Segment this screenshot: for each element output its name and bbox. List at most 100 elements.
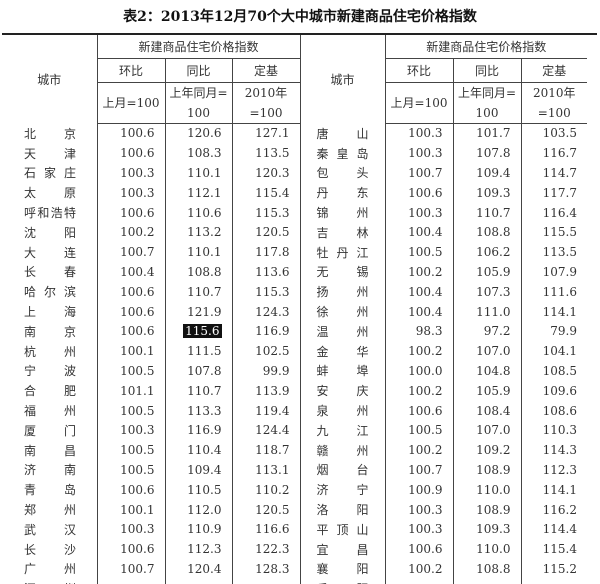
base-cell: 108.6 — [521, 401, 587, 421]
mom-cell: 100.3 — [97, 519, 166, 540]
city-cell: 锦州 — [300, 202, 386, 223]
index-value: 107.9 — [542, 264, 577, 279]
index-value: 115.3 — [255, 284, 290, 299]
header-base-right: 定基 — [521, 58, 587, 83]
base-cell: 128.3 — [232, 559, 301, 579]
yoy-cell: 108.9 — [453, 460, 522, 480]
index-value: 100.4 — [120, 264, 155, 279]
yoy-cell: 113.3 — [165, 400, 233, 421]
mom-cell: 100.6 — [97, 301, 166, 322]
city-cell: 牡丹江 — [300, 242, 386, 263]
yoy-cell: 105.9 — [453, 380, 522, 401]
mom-cell: 100.5 — [97, 361, 166, 381]
yoy-cell: 110.0 — [453, 539, 522, 560]
mom-cell: 100.7 — [97, 559, 166, 579]
mom-cell: 100.3 — [385, 519, 454, 540]
index-value: 100.9 — [408, 482, 443, 497]
yoy-cell: 109.3 — [453, 519, 522, 540]
index-value: 100.5 — [120, 403, 155, 418]
table-row: 呼和浩特 100.6 110.6 115.3 锦州 100.3 110.7 116.4 — [2, 202, 587, 223]
mom-cell: 100.5 — [385, 420, 454, 441]
index-value: 100.2 — [408, 344, 443, 359]
header-base: 定基 — [232, 58, 301, 83]
yoy-cell: 120.3 — [165, 578, 233, 584]
index-value: 107.8 — [187, 363, 222, 378]
index-value: 116.9 — [255, 324, 290, 339]
header-group: 新建商品住宅价格指数 — [97, 35, 301, 59]
mom-cell: 100.6 — [97, 123, 166, 144]
table-row: 济南 100.5 109.4 113.1 烟台 100.7 108.9 112.3 — [2, 460, 587, 480]
mom-cell: 100.4 — [385, 281, 454, 302]
city-cell: 安庆 — [300, 380, 386, 401]
price-index-table: 城市 新建商品住宅价格指数 城市 新建商品住宅价格指数 环比 同比 定基 环比 … — [2, 35, 587, 584]
yoy-cell: 107.8 — [453, 143, 522, 164]
base-cell: 115.5 — [521, 222, 587, 242]
base-cell: 115.4 — [232, 182, 301, 203]
city-name: 哈尔滨 — [24, 285, 76, 300]
yoy-cell: 97.2 — [453, 321, 522, 342]
index-value: 107.0 — [476, 344, 511, 359]
base-cell: 120.5 — [232, 222, 301, 243]
mom-cell: 100.3 — [385, 143, 454, 164]
city-cell: 济宁 — [300, 479, 386, 500]
city-cell: 徐州 — [300, 301, 386, 322]
yoy-cell: 120.6 — [165, 123, 233, 144]
mom-cell: 100.4 — [385, 222, 454, 243]
yoy-cell: 108.8 — [453, 559, 522, 579]
yoy-cell: 110.7 — [453, 202, 522, 223]
header-mom-right: 环比 — [385, 58, 454, 83]
mom-cell: 100.6 — [97, 281, 166, 302]
header-mom-sub: 上月=100 — [97, 82, 166, 124]
index-value: 100.5 — [120, 582, 154, 584]
base-cell: 124.4 — [232, 420, 301, 441]
index-value: 116.2 — [542, 502, 577, 517]
mom-cell: 100.7 — [385, 460, 454, 480]
mom-cell: 100.3 — [97, 420, 166, 441]
table-row: 哈尔滨 100.6 110.7 115.3 扬州 100.4 107.3 111.6 — [2, 281, 587, 302]
base-cell: 108.5 — [521, 361, 587, 381]
city-name: 石家庄 — [24, 166, 76, 181]
base-cell: 124.3 — [232, 301, 301, 322]
table-row: 上海 100.6 121.9 124.3 徐州 100.4 111.0 114.1 — [2, 301, 587, 322]
table-row: 南昌 100.5 110.4 118.7 赣州 100.2 109.2 114.3 — [2, 440, 587, 461]
header-yoy-sub: 上年同月= 100 — [165, 82, 233, 124]
city-name: 沈阳 — [24, 225, 76, 240]
city-name: 青岛 — [24, 483, 76, 498]
base-cell: 120.5 — [232, 499, 301, 520]
yoy-cell: 110.6 — [165, 202, 233, 223]
base-cell: 113.9 — [232, 380, 301, 401]
mom-cell: 100.2 — [97, 222, 166, 243]
mom-cell: 98.3 — [385, 321, 454, 342]
index-value: 120.5 — [255, 502, 290, 517]
mom-cell: 101.1 — [97, 380, 166, 401]
index-value: 110.6 — [187, 205, 222, 220]
yoy-sub-line2: 100 — [187, 105, 210, 120]
mom-cell: 100.5 — [385, 242, 454, 263]
city-cell: 武汉 — [2, 519, 98, 540]
header-mom: 环比 — [97, 58, 166, 83]
table-row: 杭州 100.1 111.5 102.5 金华 100.2 107.0 104.1 — [2, 341, 587, 362]
index-value: 100.6 — [120, 205, 155, 220]
yoy-cell: 107.0 — [453, 341, 522, 362]
yoy-cell: 110.7 — [165, 281, 233, 302]
index-value: 117.7 — [542, 185, 577, 200]
index-value: 110.7 — [187, 383, 222, 398]
city-cell: 九江 — [300, 420, 386, 441]
index-value: 115.2 — [542, 561, 577, 576]
table-row: 石家庄 100.3 110.1 120.3 包头 100.7 109.4 114.7 — [2, 163, 587, 183]
index-value: 104.1 — [542, 344, 577, 359]
index-value: 100.7 — [120, 561, 155, 576]
index-value: 105.9 — [476, 383, 511, 398]
city-cell: 南京 — [2, 321, 98, 342]
city-name: 南昌 — [24, 443, 76, 458]
city-name: 襄阳 — [316, 562, 369, 577]
city-cell: 秦皇岛 — [300, 143, 386, 164]
city-cell: 蚌埠 — [300, 361, 386, 381]
index-value: 120.3 — [187, 582, 221, 584]
base-sub-line2: =100 — [537, 105, 571, 120]
index-value: 100.7 — [408, 462, 443, 477]
yoy-cell: 108.8 — [165, 262, 233, 282]
yoy-cell: 108.9 — [453, 499, 522, 520]
index-value: 114.4 — [542, 522, 577, 537]
base-cell: 103.5 — [521, 123, 587, 143]
